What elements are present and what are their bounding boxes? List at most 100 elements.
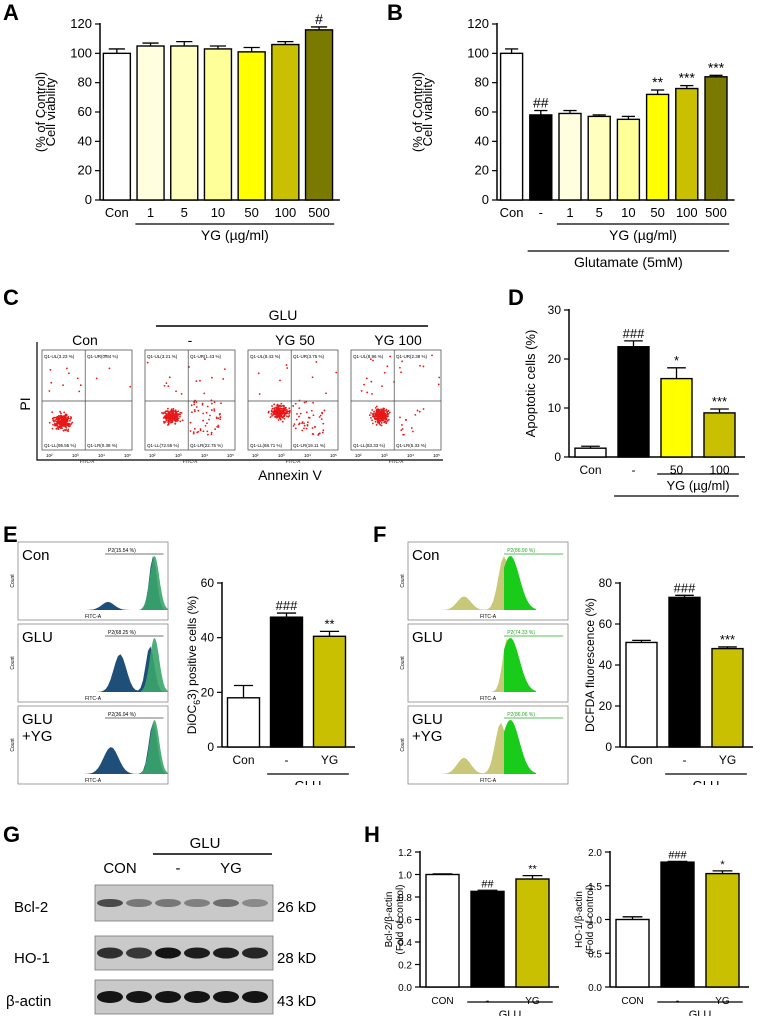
dot-plot-point	[280, 407, 283, 410]
chart-d-group-label: YG (µg/ml)	[666, 478, 729, 493]
dot-plot-point	[365, 377, 368, 380]
dot-plot-point	[376, 419, 379, 422]
chart-b-annotation: ***	[679, 70, 696, 86]
dot-plot-x-tick: 10²	[46, 453, 53, 458]
dot-plot-point	[368, 414, 371, 416]
dot-plot-point	[203, 392, 206, 395]
dot-plot-point	[168, 413, 171, 416]
e-y-axis-label: Count	[10, 574, 16, 588]
chart-d-bar	[703, 412, 736, 458]
dot-plot-point	[272, 411, 275, 414]
dot-plot-point	[193, 403, 196, 406]
chart-b-bar	[558, 112, 582, 201]
dot-plot-point	[414, 413, 417, 416]
dot-plot-point	[168, 418, 171, 421]
dot-plot-point	[373, 410, 376, 413]
dot-plot-point	[95, 377, 98, 380]
dot-plot-point	[380, 424, 383, 427]
dot-plot-point	[175, 390, 177, 393]
dot-plot-point	[196, 431, 199, 434]
f-y-axis-label: Count	[400, 574, 406, 588]
dot-plot-point	[219, 418, 222, 421]
e-y-axis-label: Count	[10, 656, 16, 670]
dot-plot-point	[325, 392, 327, 395]
dot-plot-point	[385, 421, 388, 424]
quadrant-label-ul: Q1-UL(8.43 %)	[250, 354, 281, 359]
dot-plot-x-tick: 10²	[149, 453, 156, 458]
chart-d-y-tick-label: 0	[554, 450, 561, 464]
dot-plot-point	[57, 414, 60, 417]
blot-band	[126, 899, 152, 907]
dot-plot-point	[104, 354, 107, 357]
panel-letter-f: F	[373, 522, 387, 547]
dot-plot-point	[371, 409, 374, 411]
dot-plot-frame	[144, 349, 236, 451]
dot-plot-point	[54, 419, 57, 421]
chart-h2-y-tick-label: 1.0	[588, 916, 602, 927]
dot-plot-point	[311, 432, 314, 435]
dot-plot-point	[285, 415, 288, 418]
dot-plot-point	[71, 421, 74, 424]
quadrant-label-ur: Q1-UR(2.38 %)	[396, 354, 428, 359]
chart-h1-y-label: (Fold of control)	[395, 884, 406, 954]
dot-plot-point	[60, 416, 62, 419]
e-x-axis-label: FITC-A	[85, 696, 102, 702]
chart-e: 0 20 40 60 Con ### - ** YG GLU DiOC63) positive ce…	[185, 576, 355, 785]
dot-plot-point	[369, 358, 372, 361]
f-gate-label: P2(74.33 %)	[507, 630, 535, 636]
chart-a-group-label: YG (µg/ml)	[201, 227, 269, 243]
dot-plot-point	[295, 418, 298, 421]
chart-a-category-label: 500	[308, 205, 330, 220]
panel-f-histograms: P2(86.90 %) Con Count FITC-A P2(74.33 %) GLU C…	[400, 541, 569, 785]
chart-a-bar	[237, 51, 266, 201]
chart-a-y-tick-label: 0	[85, 192, 92, 207]
dot-plot-point	[292, 424, 295, 427]
chart-f-y-tick-label: 20	[599, 699, 613, 713]
chart-a-bar	[203, 48, 233, 201]
dot-plot-point	[285, 410, 288, 413]
dot-plot-point	[315, 361, 318, 363]
dot-plot-point	[303, 401, 306, 404]
dot-plots: Q1-UL(3.23 %) Q1-UR(0.84 %) Q1-LL(95.55 %)…	[41, 349, 442, 464]
dot-plot-point	[216, 426, 219, 428]
dot-plot-point	[203, 358, 206, 361]
dot-plot-point	[206, 405, 209, 408]
dot-plot-point	[64, 415, 67, 418]
e-histogram-gated	[141, 638, 168, 692]
chart-d-bar	[574, 447, 607, 458]
chart-b-bar	[587, 115, 611, 201]
dot-plot-point	[275, 412, 278, 415]
dot-plot-point	[277, 419, 280, 421]
dot-plot-point	[399, 366, 401, 369]
dot-plot-point	[303, 427, 305, 430]
panel-c-condition-1: Con	[72, 332, 98, 348]
chart-e-y-label: DiOC63) positive cells (%)	[185, 596, 202, 734]
dot-plot-point	[174, 409, 177, 412]
dot-plot-point	[374, 418, 377, 420]
dot-plot-point	[179, 415, 181, 418]
f-row-label: +YG	[412, 728, 442, 745]
dot-plot-point	[313, 426, 316, 428]
dot-plot-point	[283, 404, 285, 407]
dot-plot-point	[370, 380, 373, 383]
f-histogram-frame	[407, 623, 569, 703]
panel-c-glu-label: GLU	[269, 307, 298, 323]
dot-plot-point	[270, 413, 273, 415]
e-row-label: GLU	[22, 711, 53, 728]
dot-plot-point	[190, 404, 193, 407]
dot-plot-point	[48, 390, 51, 392]
dot-plot-point	[64, 429, 67, 432]
dot-plot-point	[381, 419, 383, 422]
dot-plot-point	[210, 431, 213, 434]
dot-plot-point	[298, 415, 300, 418]
dot-plot-point	[387, 415, 389, 417]
chart-f-category-label: YG	[719, 753, 736, 767]
chart-h2-y-tick-label: 0.5	[588, 949, 602, 960]
dot-plot-point	[437, 383, 440, 386]
chart-e-bar	[269, 616, 304, 748]
chart-h1-y-tick-label: 0.6	[398, 916, 412, 927]
blot-band	[155, 899, 181, 907]
chart-f-bar	[711, 647, 744, 748]
dot-plot-point	[380, 408, 383, 411]
